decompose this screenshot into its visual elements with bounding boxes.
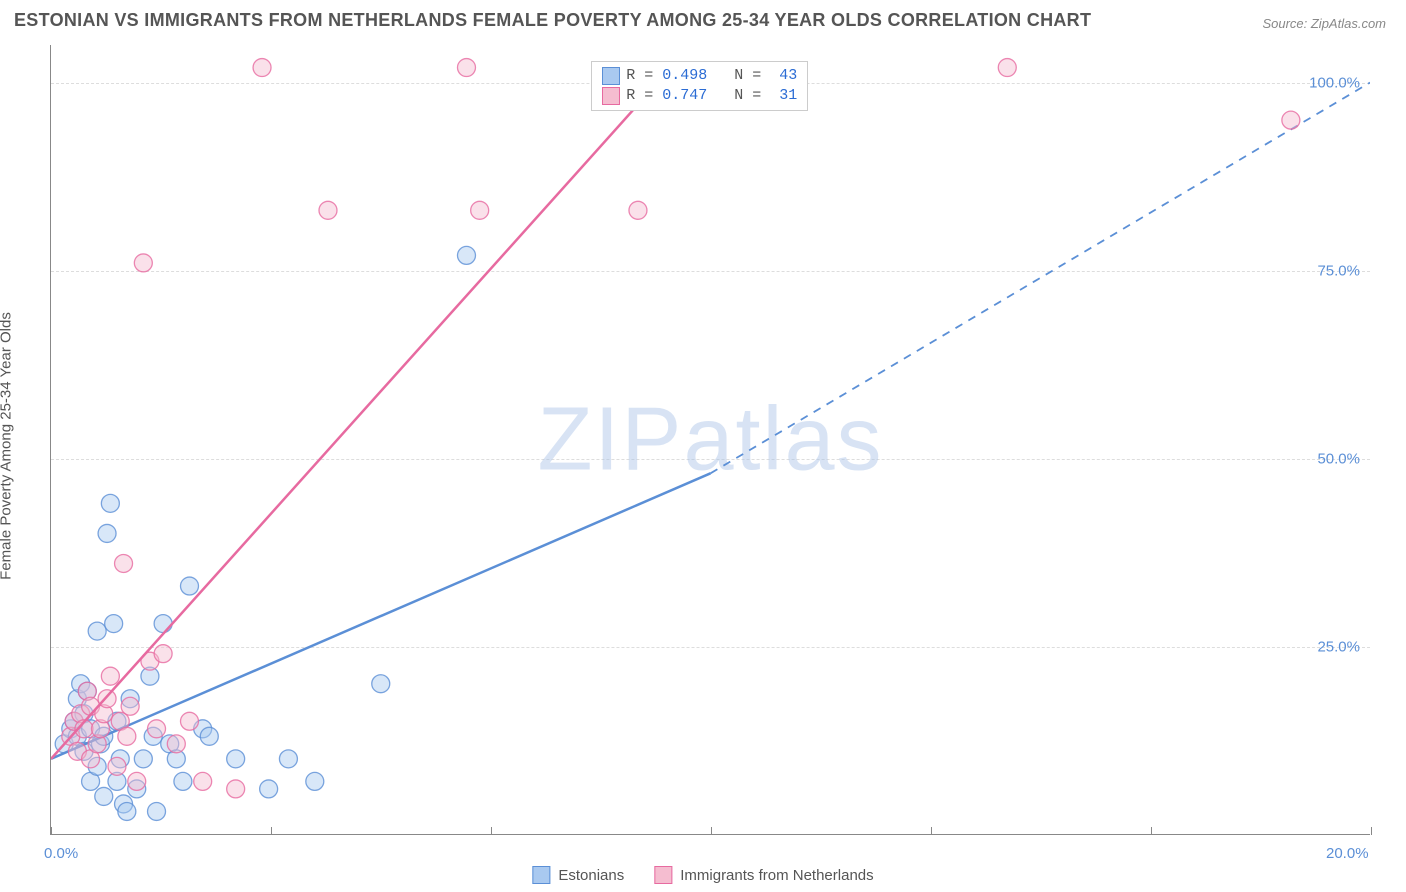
data-point	[471, 201, 489, 219]
legend-swatch	[602, 67, 620, 85]
data-point	[154, 615, 172, 633]
data-point	[88, 622, 106, 640]
data-point	[101, 667, 119, 685]
x-tick	[1371, 827, 1372, 835]
data-point	[194, 772, 212, 790]
data-point	[121, 697, 139, 715]
plot-area: ZIPatlas 25.0%50.0%75.0%100.0%	[50, 45, 1370, 835]
data-point	[174, 772, 192, 790]
trend-line	[51, 83, 658, 759]
data-point	[227, 750, 245, 768]
legend-swatch	[654, 866, 672, 884]
legend-bottom: Estonians Immigrants from Netherlands	[532, 866, 873, 884]
data-point	[108, 757, 126, 775]
x-tick-label: 0.0%	[44, 845, 78, 862]
data-point	[105, 615, 123, 633]
data-point	[115, 554, 133, 572]
data-point	[154, 645, 172, 663]
data-point	[148, 720, 166, 738]
legend-swatch	[532, 866, 550, 884]
data-point	[319, 201, 337, 219]
data-point	[227, 780, 245, 798]
chart-title: ESTONIAN VS IMMIGRANTS FROM NETHERLANDS …	[14, 10, 1091, 31]
trend-line-dashed	[711, 83, 1371, 474]
data-point	[372, 675, 390, 693]
data-point	[200, 727, 218, 745]
data-point	[95, 787, 113, 805]
legend-item: Immigrants from Netherlands	[654, 866, 873, 884]
data-point	[253, 59, 271, 77]
data-point	[1282, 111, 1300, 129]
data-point	[101, 494, 119, 512]
data-point	[457, 59, 475, 77]
legend-label: Estonians	[558, 867, 624, 884]
data-point	[98, 524, 116, 542]
data-point	[457, 246, 475, 264]
data-point	[279, 750, 297, 768]
stats-row: R = 0.747 N = 31	[602, 86, 797, 106]
legend-item: Estonians	[532, 866, 624, 884]
legend-label: Immigrants from Netherlands	[680, 867, 873, 884]
stats-row: R = 0.498 N = 43	[602, 66, 797, 86]
data-point	[118, 802, 136, 820]
data-point	[260, 780, 278, 798]
legend-swatch	[602, 87, 620, 105]
source-attribution: Source: ZipAtlas.com	[1262, 16, 1386, 31]
data-point	[134, 750, 152, 768]
stats-box: R = 0.498 N = 43R = 0.747 N = 31	[591, 61, 808, 111]
data-point	[148, 802, 166, 820]
data-point	[128, 772, 146, 790]
data-point	[118, 727, 136, 745]
data-point	[134, 254, 152, 272]
data-point	[167, 735, 185, 753]
data-point	[998, 59, 1016, 77]
x-tick-label: 20.0%	[1326, 845, 1369, 862]
chart-svg	[51, 45, 1370, 834]
trend-line	[51, 473, 711, 759]
data-point	[181, 577, 199, 595]
data-point	[629, 201, 647, 219]
data-point	[306, 772, 324, 790]
data-point	[181, 712, 199, 730]
